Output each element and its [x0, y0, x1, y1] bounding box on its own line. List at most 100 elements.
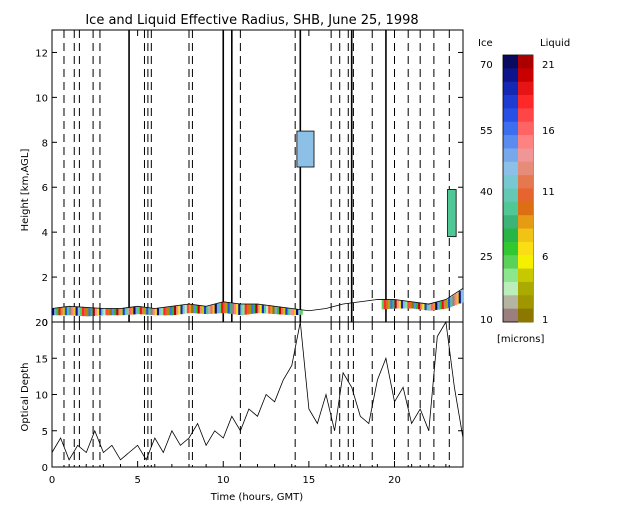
colorbar-swatch: [518, 201, 533, 216]
cloud-cell: [289, 308, 293, 316]
cloud-cell: [148, 307, 151, 315]
y-tick-label: 15: [35, 354, 48, 365]
cloud-cell: [122, 308, 126, 316]
colorbar-ice-column: [502, 54, 534, 323]
cloud-cell: [454, 293, 457, 306]
cloud-cell: [263, 304, 267, 314]
cloud-cell: [203, 305, 207, 314]
colorbar-swatch: [518, 188, 533, 203]
cloud-cell: [460, 289, 464, 303]
cloud-cell: [246, 304, 250, 315]
cloud-cell: [116, 308, 119, 316]
cloud-cell: [101, 308, 104, 316]
cloud-cell: [268, 305, 271, 314]
colorbar-swatch: [503, 281, 518, 296]
cloud-cell: [144, 307, 147, 315]
cloud-cell: [126, 307, 130, 315]
cloud-cell: [197, 305, 201, 314]
cloud-cell: [458, 291, 462, 304]
y-tick-label: 5: [42, 427, 48, 438]
cloud-cell: [186, 304, 190, 314]
cloud-cell: [129, 307, 132, 315]
colorbar-liquid-header: Liquid: [540, 38, 570, 49]
cloud-cell: [428, 304, 432, 311]
x-tick-label: 10: [217, 475, 230, 486]
cloud-cell: [253, 304, 256, 314]
colorbar-swatch: [518, 228, 533, 243]
chart-title: Ice and Liquid Effective Radius, SHB, Ju…: [85, 13, 418, 28]
colorbar-liquid-label: 21: [542, 60, 555, 71]
colorbar-ice-header: Ice: [478, 38, 493, 49]
cloud-cell: [154, 308, 158, 316]
bottom-y-axis-label: Optical Depth: [20, 363, 31, 432]
colorbar-swatch: [503, 148, 518, 163]
cloud-cell: [210, 305, 213, 314]
y-tick-label: 2: [42, 273, 48, 284]
cloud-cell: [435, 302, 438, 310]
cloud-cell: [163, 307, 166, 316]
cloud-cell: [218, 302, 222, 314]
cloud-cell: [424, 303, 427, 311]
cloud-cell: [199, 305, 203, 314]
top-panel-frame: [51, 29, 464, 323]
cloud-cell: [403, 300, 406, 309]
cloud-cell: [189, 304, 192, 314]
cloud-cell: [114, 308, 117, 316]
cloud-cell: [244, 304, 248, 315]
y-tick-label: 20: [35, 318, 48, 329]
cloud-cell: [193, 304, 196, 314]
cloud-cell: [141, 306, 145, 315]
cloud-cell: [180, 305, 183, 315]
cloud-cell: [99, 308, 102, 316]
cloud-cell: [79, 306, 83, 316]
cloud-cell: [300, 309, 303, 315]
cloud-cell: [420, 302, 423, 310]
y-tick-label: 0: [42, 463, 48, 474]
cloud-cell: [52, 308, 55, 316]
colorbar-swatch: [503, 55, 518, 69]
cloud-cell: [392, 299, 395, 309]
cloud-cell: [182, 304, 186, 314]
cloud-cell: [156, 308, 160, 316]
cloud-cell: [137, 306, 141, 315]
bottom-panel-frame: [51, 321, 464, 468]
cloud-cell: [396, 299, 400, 309]
top-panel: 0 2 4 6 8 10 12 Height [km,AGL]: [20, 29, 464, 329]
y-tick-label: 8: [42, 138, 48, 149]
cloud-cell: [206, 306, 209, 315]
cloud-cell: [131, 307, 134, 315]
cloud-cell: [81, 307, 85, 317]
cloud-cell: [56, 307, 59, 316]
cloud-cell: [283, 307, 286, 315]
cloud-cell: [298, 309, 301, 315]
colorbar-labels: 70 55 40 25 10 21 16 11 6 1: [480, 60, 555, 326]
colorbar-swatch: [518, 55, 533, 69]
colorbar-swatch: [518, 175, 533, 189]
colorbar-liquid-column: [518, 55, 533, 323]
cloud-cell: [450, 296, 453, 307]
ice-cloud-patch: [447, 189, 457, 238]
cloud-cell: [174, 305, 177, 315]
cloud-cell: [394, 299, 397, 309]
cloud-shading: [51, 130, 464, 317]
colorbar-swatch: [503, 161, 518, 176]
y-tick-label: 12: [35, 48, 48, 59]
cloud-cell: [409, 301, 412, 309]
colorbar-swatch: [503, 215, 518, 229]
colorbar-units: [microns]: [497, 334, 544, 345]
cloud-cell: [133, 306, 136, 315]
cloud-cell: [94, 307, 98, 316]
cloud-cell: [433, 302, 436, 311]
cloud-cell: [270, 305, 273, 314]
cloud-cell: [169, 306, 173, 316]
cloud-cell: [274, 306, 278, 315]
colorbar-ice-label: 10: [480, 315, 493, 326]
cloud-cell: [285, 307, 288, 315]
colorbar-swatch: [518, 95, 533, 109]
cloud-cell: [441, 300, 445, 310]
cloud-cell: [71, 306, 74, 316]
cloud-cell: [73, 306, 76, 316]
colorbar-swatch: [518, 268, 533, 283]
cloud-cell: [276, 306, 280, 315]
cloud-cell: [259, 304, 263, 314]
